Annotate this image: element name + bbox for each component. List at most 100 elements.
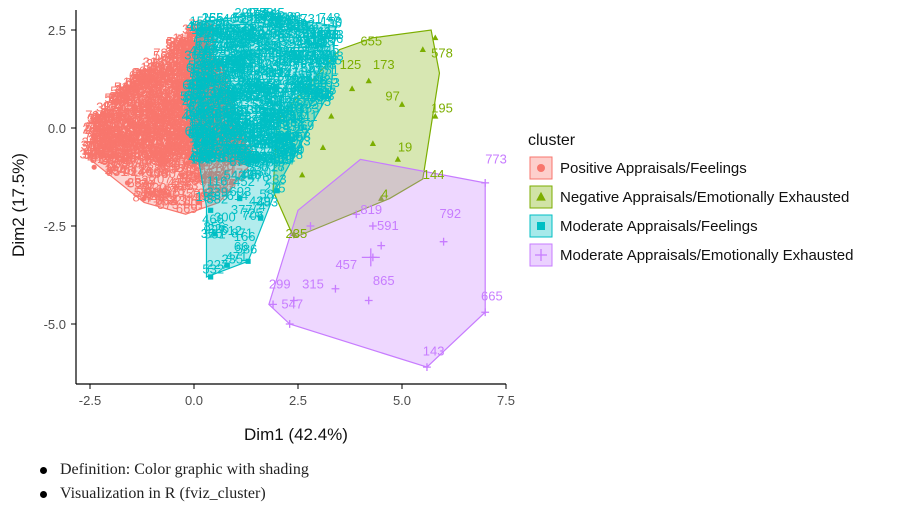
overplotted-label: 179 bbox=[173, 46, 195, 61]
overplotted-label: 619 bbox=[213, 128, 235, 143]
overplotted-label: 229 bbox=[209, 18, 231, 33]
overplotted-label: 567 bbox=[134, 137, 156, 152]
overplotted-label: 528 bbox=[202, 104, 224, 119]
overplotted-label: 313 bbox=[239, 43, 261, 58]
y-tick-label: -5.0 bbox=[44, 317, 66, 332]
overplotted-label: 417 bbox=[161, 69, 183, 84]
overplotted-label: 244 bbox=[159, 97, 181, 112]
x-axis-title: Dim1 (42.4%) bbox=[244, 425, 348, 444]
overplotted-label: 65 bbox=[110, 142, 124, 157]
overplotted-label: 776 bbox=[126, 154, 148, 169]
overplotted-label: 532 bbox=[184, 59, 206, 74]
overplotted-label: 367 bbox=[213, 91, 235, 106]
overplotted-label: 607 bbox=[314, 85, 336, 100]
overplotted-label: 2 bbox=[175, 105, 182, 120]
overplotted-label: 219 bbox=[200, 118, 222, 133]
overplotted-label: 733 bbox=[190, 123, 212, 138]
overplotted-label: 717 bbox=[170, 104, 192, 119]
overplotted-label: 427 bbox=[242, 46, 264, 61]
data-point bbox=[208, 207, 214, 213]
overplotted-label: 364 bbox=[222, 125, 244, 140]
overplotted-label: 842 bbox=[120, 113, 142, 128]
overplotted-label: 555 bbox=[152, 143, 174, 158]
overplotted-label: 172 bbox=[173, 50, 195, 65]
overplotted-label: 666 bbox=[184, 85, 206, 100]
data-point bbox=[328, 112, 335, 119]
overplotted-label: 679 bbox=[166, 124, 188, 139]
overplotted-label: 239 bbox=[207, 188, 229, 203]
overplotted-label: 712 bbox=[179, 112, 201, 127]
overplotted-label: 232 bbox=[180, 93, 202, 108]
overplotted-label: 477 bbox=[83, 145, 105, 160]
overplotted-label: 68 bbox=[259, 61, 273, 76]
overplotted-label: 226 bbox=[207, 221, 229, 236]
overplotted-label: 282 bbox=[194, 144, 216, 159]
overplotted-label: 468 bbox=[123, 105, 145, 120]
point-label: 4 bbox=[381, 187, 388, 202]
overplotted-label: 340 bbox=[145, 145, 167, 160]
point-label: 457 bbox=[335, 257, 357, 272]
overplotted-label: 580 bbox=[125, 122, 147, 137]
overplotted-label: 246 bbox=[105, 125, 127, 140]
overplotted-label: 508 bbox=[131, 77, 153, 92]
overplotted-label: 810 bbox=[141, 107, 163, 122]
overplotted-label: 568 bbox=[192, 120, 214, 135]
overplotted-label: 75 bbox=[85, 138, 99, 153]
overplotted-label: 59 bbox=[192, 114, 206, 129]
overplotted-label: 233 bbox=[193, 83, 215, 98]
overplotted-label: 868 bbox=[146, 164, 168, 179]
overplotted-label: 745 bbox=[174, 168, 196, 183]
overplotted-label: 554 bbox=[103, 103, 125, 118]
overplotted-label: 614 bbox=[104, 136, 126, 151]
overplotted-label: 773 bbox=[133, 71, 155, 86]
overplotted-label: 493 bbox=[195, 106, 217, 121]
overplotted-label: 216 bbox=[204, 76, 226, 91]
overplotted-label: 757 bbox=[217, 125, 239, 140]
overplotted-label: 50 bbox=[219, 107, 233, 122]
overplotted-label: 868 bbox=[206, 78, 228, 93]
overplotted-label: 171 bbox=[151, 101, 173, 116]
overplotted-label: 557 bbox=[188, 74, 210, 89]
overplotted-label: 519 bbox=[82, 139, 104, 154]
overplotted-label: 104 bbox=[181, 63, 203, 78]
overplotted-label: 255 bbox=[191, 104, 213, 119]
point-label: 748 bbox=[319, 10, 341, 25]
overplotted-label: 333 bbox=[223, 169, 245, 184]
overplotted-label: 416 bbox=[257, 81, 279, 96]
overplotted-label: 46 bbox=[101, 107, 115, 122]
overplotted-label: 278 bbox=[127, 131, 149, 146]
overplotted-label: 9 bbox=[216, 106, 223, 121]
overplotted-label: 751 bbox=[230, 153, 252, 168]
overplotted-label: 386 bbox=[166, 47, 188, 62]
overplotted-label: 847 bbox=[158, 59, 180, 74]
overplotted-label: 739 bbox=[235, 81, 257, 96]
overplotted-label: 114 bbox=[292, 65, 313, 80]
overplotted-label: 803 bbox=[198, 109, 220, 124]
overplotted-label: 515 bbox=[194, 99, 216, 114]
overplotted-label: 95 bbox=[107, 120, 121, 135]
overplotted-label: 291 bbox=[172, 135, 194, 150]
overplotted-label: 593 bbox=[174, 109, 196, 124]
data-point bbox=[394, 155, 401, 162]
overplotted-label: 639 bbox=[195, 138, 217, 153]
overplotted-label: 873 bbox=[98, 122, 120, 137]
overplotted-label: 408 bbox=[175, 124, 197, 139]
overplotted-label: 237 bbox=[140, 84, 162, 99]
overplotted-label: 250 bbox=[105, 124, 127, 139]
overplotted-label: 101 bbox=[287, 80, 309, 95]
overplotted-label: 717 bbox=[144, 112, 166, 127]
overplotted-label: 745 bbox=[141, 133, 163, 148]
overplotted-label: 654 bbox=[131, 83, 153, 98]
overplotted-label: 526 bbox=[190, 61, 212, 76]
overplotted-label: 91 bbox=[110, 96, 124, 111]
overplotted-label: 350 bbox=[186, 54, 208, 69]
overplotted-label: 169 bbox=[219, 53, 241, 68]
overplotted-label: 531 bbox=[137, 93, 159, 108]
overplotted-label: 8 bbox=[103, 106, 110, 121]
overplotted-label: 488 bbox=[118, 83, 140, 98]
overplotted-label: 321 bbox=[259, 16, 281, 31]
overplotted-label: 372 bbox=[193, 44, 215, 59]
overplotted-label: 304 bbox=[210, 144, 232, 159]
overplotted-label: 305 bbox=[157, 161, 179, 176]
overplotted-label: 433 bbox=[228, 142, 250, 157]
